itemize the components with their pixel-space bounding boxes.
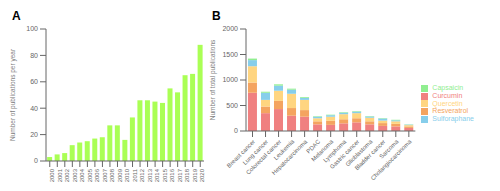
svg-text:500: 500: [226, 102, 238, 109]
svg-text:2014: 2014: [154, 168, 160, 182]
html-text:Quercetin: Quercetin: [432, 99, 463, 107]
svg-text:80: 80: [30, 52, 38, 59]
svg-text:2015: 2015: [162, 168, 168, 182]
svg-text:PDAC: PDAC: [305, 138, 322, 155]
svg-text:2020: 2020: [199, 168, 205, 182]
svg-text:2016: 2016: [169, 168, 175, 182]
svg-text:Lymphoma: Lymphoma: [322, 138, 348, 164]
svg-text:2000: 2000: [49, 168, 55, 182]
svg-text:100: 100: [26, 25, 38, 32]
svg-text:Lung cancer: Lung cancer: [241, 138, 270, 167]
html-text:Sulforaphane: Sulforaphane: [432, 115, 474, 122]
html-text:Capsaicin: Capsaicin: [432, 84, 464, 92]
svg-text:Breast cancer: Breast cancer: [225, 138, 257, 169]
svg-text:2003: 2003: [72, 168, 78, 182]
svg-text:Glioblastoma: Glioblastoma: [344, 138, 374, 168]
svg-text:2008: 2008: [109, 168, 115, 182]
svg-text:2001: 2001: [57, 168, 63, 182]
svg-text:1000: 1000: [222, 76, 238, 83]
svg-text:0: 0: [234, 127, 238, 134]
html-text:Resveratrol: Resveratrol: [432, 107, 469, 115]
svg-text:1500: 1500: [222, 51, 238, 58]
svg-text:Number of publications per yea: Number of publications per year: [9, 48, 17, 141]
html-text:Curcumin: Curcumin: [432, 92, 463, 99]
svg-text:Colorectal cancer: Colorectal cancer: [245, 138, 283, 176]
svg-text:2007: 2007: [102, 168, 108, 182]
svg-text:40: 40: [30, 105, 38, 112]
svg-text:2012: 2012: [139, 168, 145, 182]
svg-text:2011: 2011: [132, 168, 138, 182]
svg-text:2000: 2000: [222, 25, 238, 32]
svg-text:2005: 2005: [87, 168, 93, 182]
svg-text:2010: 2010: [124, 168, 130, 182]
svg-text:2004: 2004: [79, 168, 85, 182]
svg-text:Leukemia: Leukemia: [272, 138, 296, 162]
svg-text:Cholangiocarcinoma: Cholangiocarcinoma: [370, 138, 413, 181]
svg-text:20: 20: [30, 131, 38, 138]
html-text:B: B: [212, 9, 221, 23]
svg-text:2002: 2002: [64, 168, 70, 182]
svg-text:Sarcoma: Sarcoma: [378, 138, 400, 160]
html-text:A: A: [12, 9, 21, 23]
svg-text:Bladder cancer: Bladder cancer: [353, 138, 387, 172]
svg-text:Number of total publications: Number of total publications: [209, 39, 217, 120]
svg-text:60: 60: [30, 78, 38, 85]
svg-text:2017: 2017: [177, 168, 183, 182]
svg-text:Gastric cancer: Gastric cancer: [328, 138, 361, 171]
svg-text:2018: 2018: [184, 168, 190, 182]
svg-text:2009: 2009: [117, 168, 123, 182]
svg-text:Hepatocarcinoma: Hepatocarcinoma: [271, 138, 309, 176]
svg-text:2006: 2006: [94, 168, 100, 182]
svg-text:Melanoma: Melanoma: [310, 138, 335, 163]
svg-text:2013: 2013: [147, 168, 153, 182]
svg-text:2019: 2019: [192, 168, 198, 182]
svg-text:0: 0: [34, 157, 38, 164]
